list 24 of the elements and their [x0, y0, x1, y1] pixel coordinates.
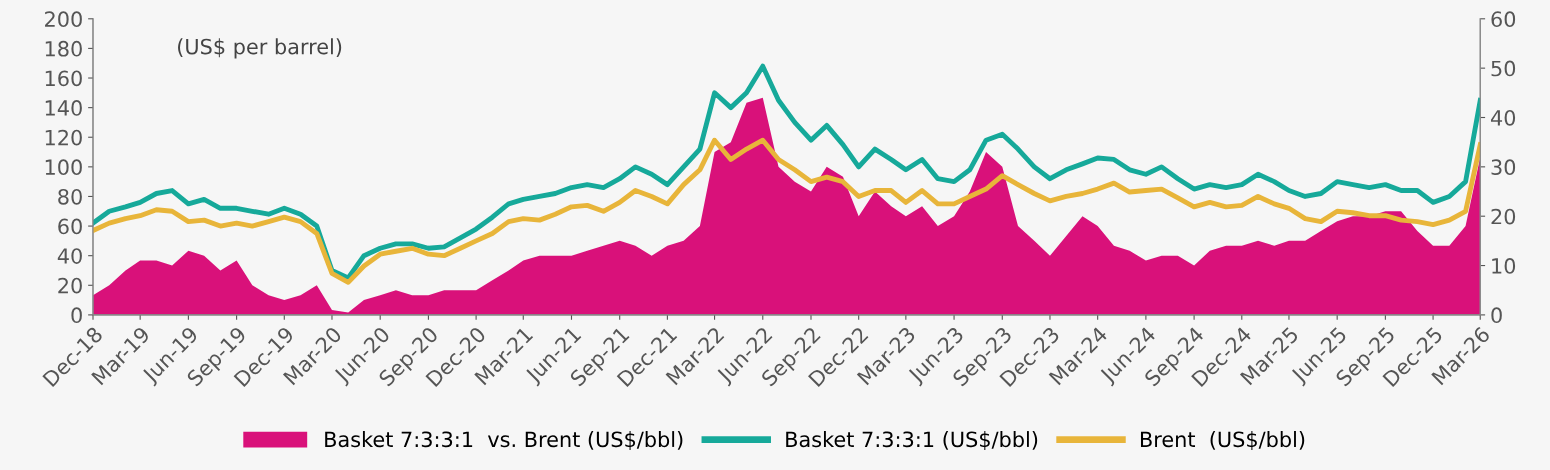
y-tick-label: 80 [58, 188, 82, 205]
y-tick-label: 40 [57, 248, 82, 264]
annotation: (US$ per barrel) [178, 38, 342, 59]
y-tick-label: 200 [45, 11, 82, 28]
y-tick-label: 160 [45, 70, 82, 87]
y2-tick-label: 10 [1492, 258, 1516, 274]
y2-tick-label: 0 [1491, 307, 1502, 324]
y2-tick-label: 30 [1491, 159, 1516, 176]
y-tick-label: 140 [45, 100, 82, 116]
y2-tick-label: 20 [1491, 208, 1516, 225]
legend-label: Basket 7:3:3:1 vs. Brent (US$/bbl) [325, 431, 683, 450]
y-tick-label: 20 [58, 277, 82, 294]
y-tick-label: 0 [71, 307, 82, 324]
y-tick-label: 60 [58, 218, 82, 235]
legend-label: Basket 7:3:3:1 (US$/bbl) [786, 431, 1038, 450]
line-series [93, 63, 1481, 281]
y2-tick-label: 40 [1490, 109, 1516, 126]
line-series [93, 137, 1481, 285]
y-tick-label: 180 [45, 40, 82, 57]
y-tick-label: 100 [45, 159, 82, 176]
y2-tick-label: 50 [1491, 60, 1516, 77]
y2-tick-label: 60 [1491, 11, 1516, 28]
legend-label: Brent (US$/bbl) [1140, 431, 1305, 450]
y-tick-label: 120 [45, 129, 82, 146]
